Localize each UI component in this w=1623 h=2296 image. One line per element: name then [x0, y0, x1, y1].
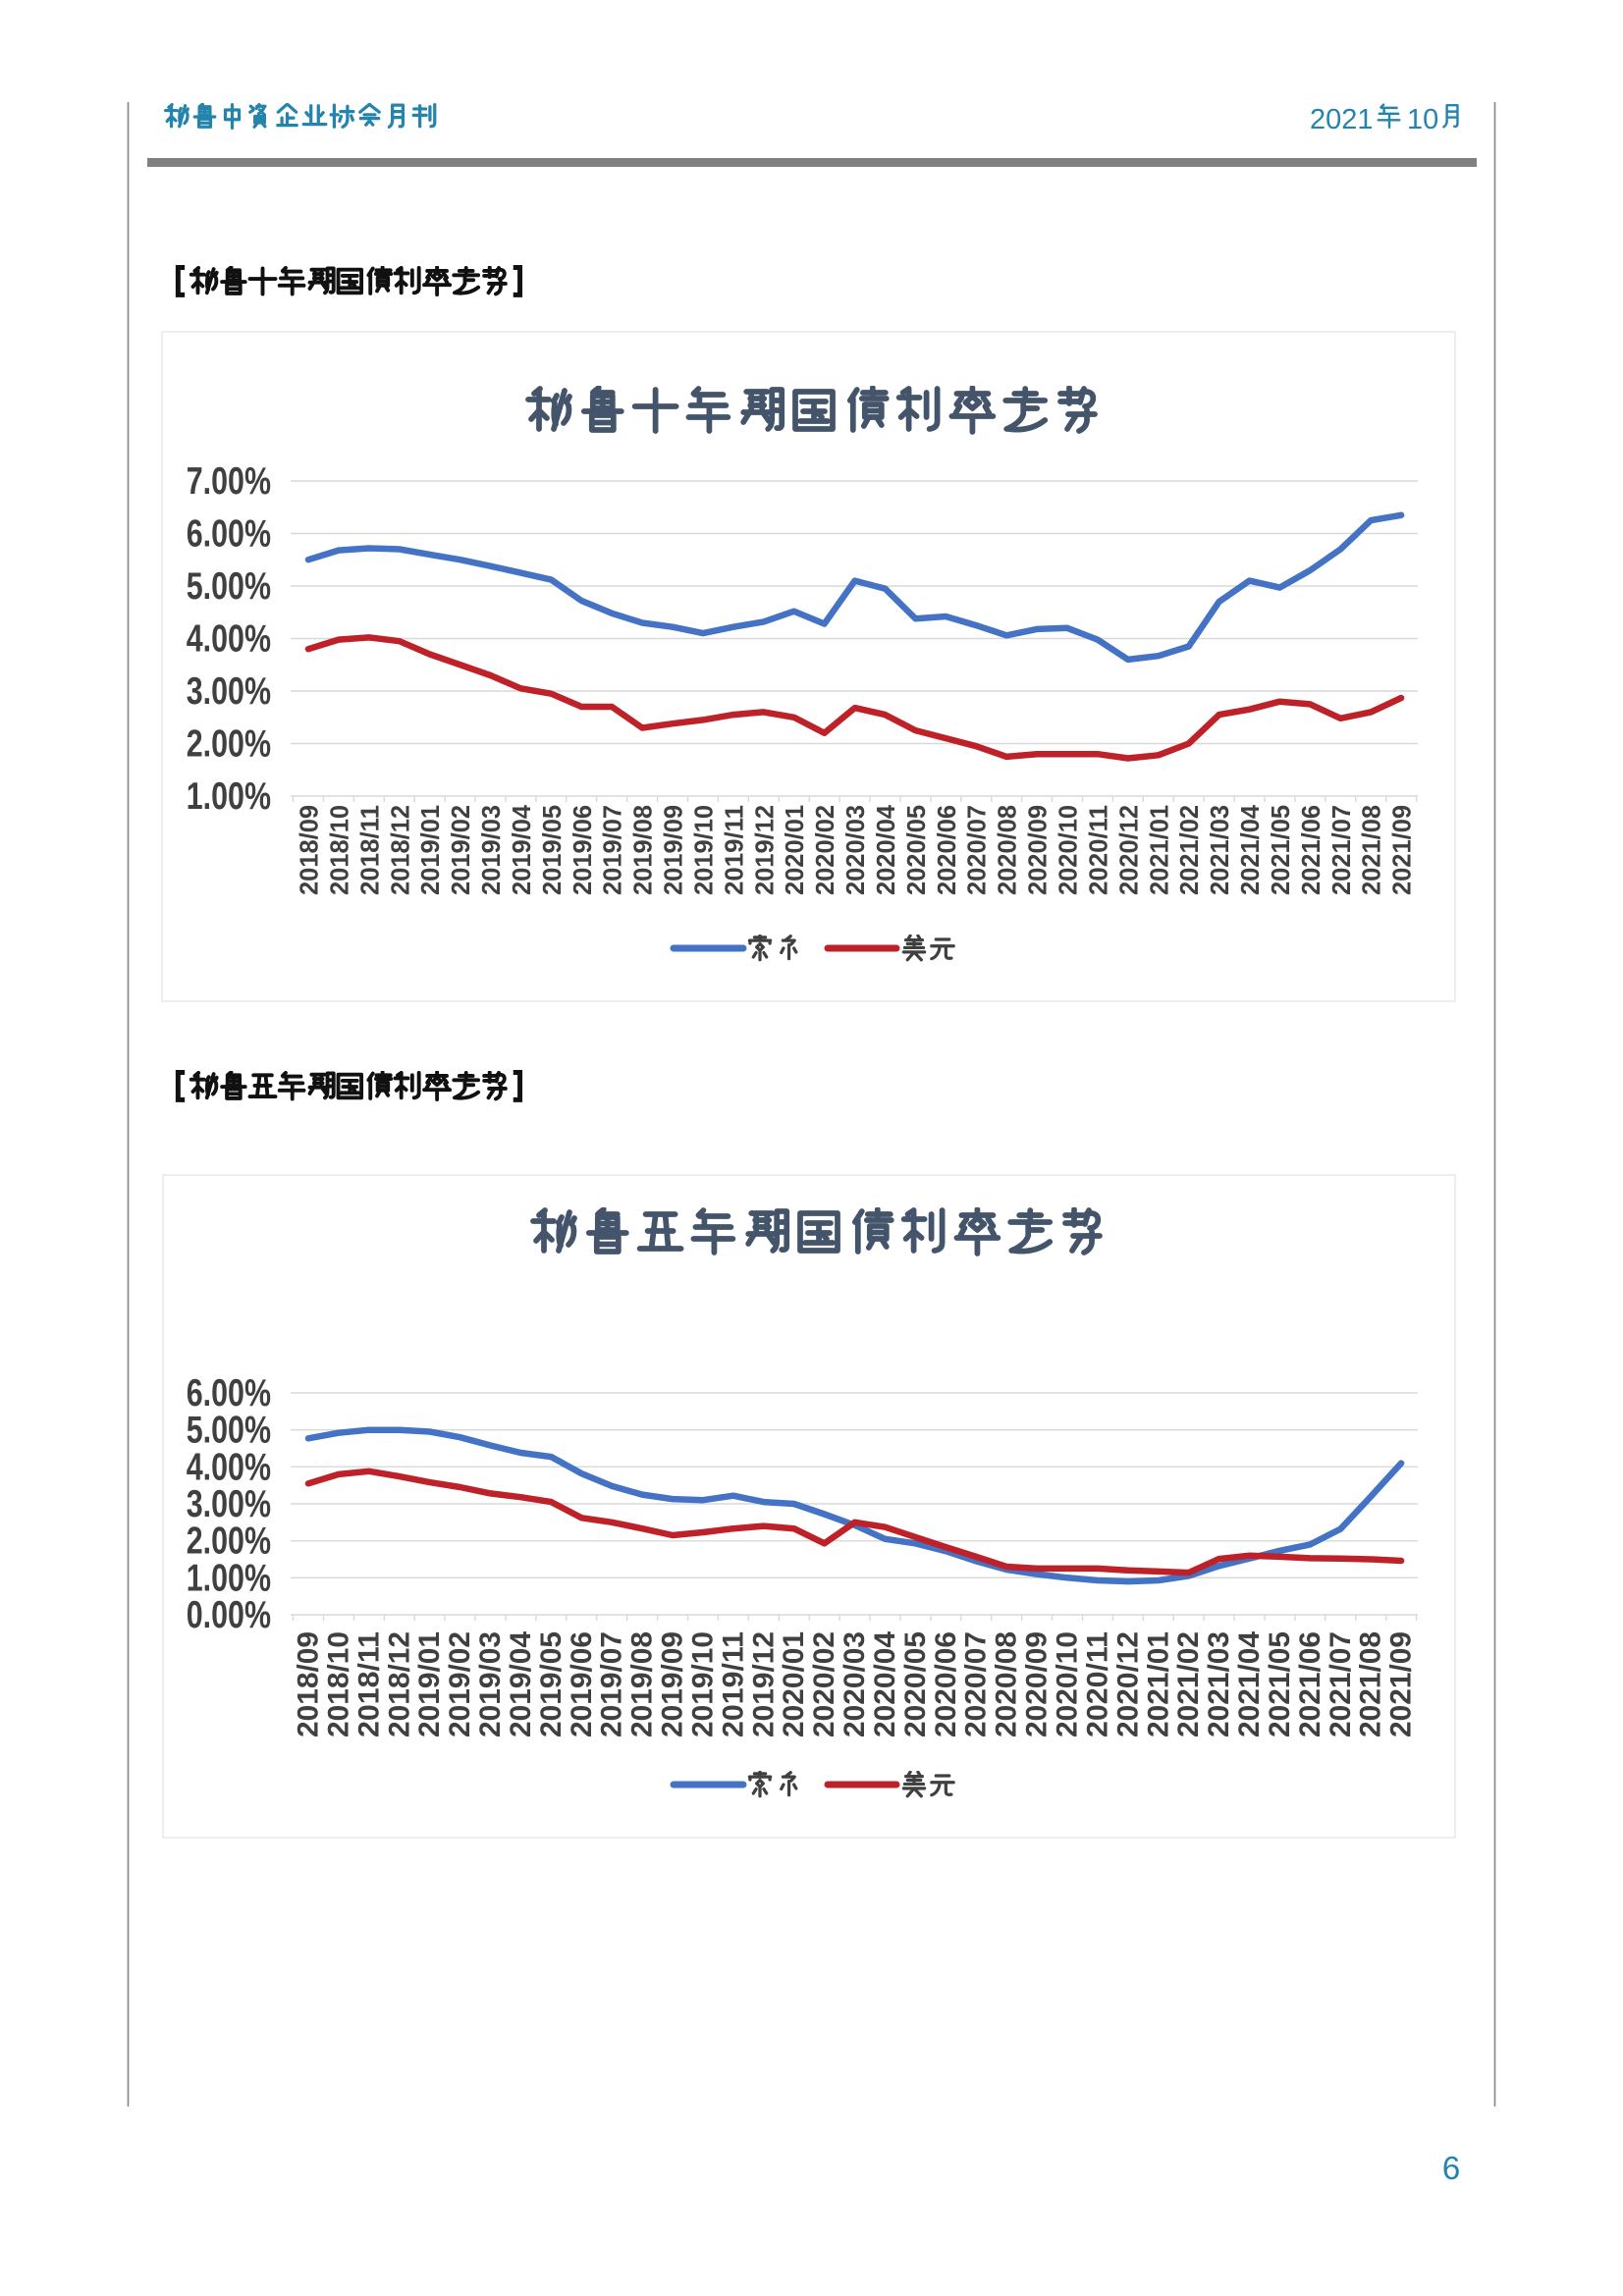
svg-text:2020/08: 2020/08: [993, 805, 1022, 895]
svg-text:2020/12: 2020/12: [1111, 1631, 1144, 1737]
svg-text:2020/03: 2020/03: [840, 805, 870, 895]
svg-text:2019/04: 2019/04: [505, 1631, 537, 1737]
svg-text:2021/09: 2021/09: [1387, 805, 1417, 895]
svg-text:2018/11: 2018/11: [354, 805, 384, 895]
svg-text:2020/08: 2020/08: [991, 1631, 1023, 1737]
svg-text:4.00%: 4.00%: [187, 617, 271, 660]
svg-text:2021/09: 2021/09: [1385, 1631, 1418, 1737]
svg-text:2020/01: 2020/01: [778, 1631, 810, 1737]
svg-text:2018/10: 2018/10: [322, 1631, 354, 1737]
svg-text:2021/02: 2021/02: [1174, 805, 1204, 895]
svg-text:2021/01: 2021/01: [1142, 1631, 1174, 1737]
svg-text:6: 6: [1442, 2150, 1460, 2186]
svg-text:2020/02: 2020/02: [808, 1631, 840, 1737]
svg-text:2018/12: 2018/12: [383, 1631, 415, 1737]
svg-text:2019/03: 2019/03: [474, 1631, 507, 1737]
svg-text:2021: 2021: [1310, 104, 1374, 135]
svg-text:2018/11: 2018/11: [352, 1631, 385, 1737]
svg-text:2020/07: 2020/07: [962, 805, 992, 895]
svg-text:2021/08: 2021/08: [1357, 805, 1386, 895]
svg-text:2020/04: 2020/04: [869, 1631, 901, 1737]
svg-text:2021/07: 2021/07: [1325, 1631, 1357, 1737]
svg-text:6.00%: 6.00%: [187, 512, 271, 555]
svg-text:2020/06: 2020/06: [930, 1631, 962, 1737]
svg-text:2020/09: 2020/09: [1023, 805, 1053, 895]
svg-text:4.00%: 4.00%: [187, 1446, 271, 1488]
svg-text:2019/09: 2019/09: [659, 805, 688, 895]
svg-text:2021/03: 2021/03: [1203, 1631, 1235, 1737]
svg-text:5.00%: 5.00%: [187, 1409, 271, 1451]
svg-text:2020/12: 2020/12: [1113, 805, 1143, 895]
svg-text:2020/11: 2020/11: [1083, 805, 1112, 895]
svg-text:2019/02: 2019/02: [446, 805, 475, 895]
svg-text:2019/04: 2019/04: [507, 804, 536, 895]
svg-text:6.00%: 6.00%: [187, 1371, 271, 1414]
svg-text:2021/06: 2021/06: [1296, 805, 1325, 895]
svg-text:2019/02: 2019/02: [444, 1631, 476, 1737]
svg-text:2021/02: 2021/02: [1172, 1631, 1205, 1737]
svg-text:2020/10: 2020/10: [1054, 805, 1083, 895]
svg-text:2021/03: 2021/03: [1205, 805, 1234, 895]
svg-text:2019/08: 2019/08: [626, 1631, 659, 1737]
svg-text:1.00%: 1.00%: [187, 1557, 271, 1599]
svg-text:2018/10: 2018/10: [324, 805, 353, 895]
svg-text:2021/04: 2021/04: [1235, 804, 1265, 895]
svg-text:2020/09: 2020/09: [1021, 1631, 1054, 1737]
svg-text:2019/05: 2019/05: [535, 1631, 568, 1737]
svg-text:2018/12: 2018/12: [385, 805, 414, 895]
svg-text:2019/07: 2019/07: [596, 1631, 628, 1737]
svg-text:2019/01: 2019/01: [415, 805, 445, 895]
svg-text:2019/01: 2019/01: [413, 1631, 446, 1737]
svg-text:5.00%: 5.00%: [187, 564, 271, 607]
svg-text:2019/07: 2019/07: [598, 805, 627, 895]
svg-text:2021/05: 2021/05: [1266, 805, 1295, 895]
svg-text:1.00%: 1.00%: [187, 774, 271, 817]
svg-text:2019/10: 2019/10: [687, 1631, 720, 1737]
svg-text:2018/09: 2018/09: [293, 1631, 325, 1737]
svg-text:2021/01: 2021/01: [1144, 805, 1173, 895]
svg-text:2019/06: 2019/06: [566, 1631, 598, 1737]
svg-text:3.00%: 3.00%: [187, 1482, 271, 1524]
svg-text:2019/03: 2019/03: [476, 805, 506, 895]
svg-text:2.00%: 2.00%: [187, 1520, 271, 1562]
svg-text:2019/05: 2019/05: [537, 805, 567, 895]
svg-text:2019/11: 2019/11: [717, 1631, 749, 1737]
svg-text:2019/12: 2019/12: [749, 805, 779, 895]
svg-text:2.00%: 2.00%: [187, 722, 271, 765]
svg-text:2021/06: 2021/06: [1294, 1631, 1326, 1737]
svg-text:2020/11: 2020/11: [1081, 1631, 1113, 1737]
svg-text:2021/07: 2021/07: [1326, 805, 1356, 895]
svg-text:2020/01: 2020/01: [780, 805, 809, 895]
svg-text:2019/06: 2019/06: [568, 805, 597, 895]
svg-text:2021/05: 2021/05: [1264, 1631, 1296, 1737]
svg-text:2019/12: 2019/12: [747, 1631, 780, 1737]
svg-text:2019/11: 2019/11: [719, 805, 748, 895]
svg-text:2019/08: 2019/08: [628, 805, 658, 895]
svg-text:0.00%: 0.00%: [187, 1593, 271, 1635]
svg-text:2020/04: 2020/04: [871, 804, 900, 895]
svg-text:2020/05: 2020/05: [899, 1631, 932, 1737]
svg-text:2020/02: 2020/02: [810, 805, 839, 895]
svg-text:2020/03: 2020/03: [839, 1631, 871, 1737]
svg-text:2018/09: 2018/09: [295, 805, 324, 895]
svg-text:2020/07: 2020/07: [960, 1631, 993, 1737]
svg-text:3.00%: 3.00%: [187, 669, 271, 712]
svg-text:7.00%: 7.00%: [187, 459, 271, 502]
svg-text:2019/09: 2019/09: [657, 1631, 689, 1737]
svg-text:2020/10: 2020/10: [1052, 1631, 1084, 1737]
svg-text:2021/08: 2021/08: [1355, 1631, 1387, 1737]
svg-text:2020/05: 2020/05: [901, 805, 931, 895]
svg-text:2021/04: 2021/04: [1233, 1631, 1266, 1737]
svg-text:2019/10: 2019/10: [689, 805, 719, 895]
svg-text:2020/06: 2020/06: [932, 805, 961, 895]
svg-text:10: 10: [1407, 104, 1438, 135]
